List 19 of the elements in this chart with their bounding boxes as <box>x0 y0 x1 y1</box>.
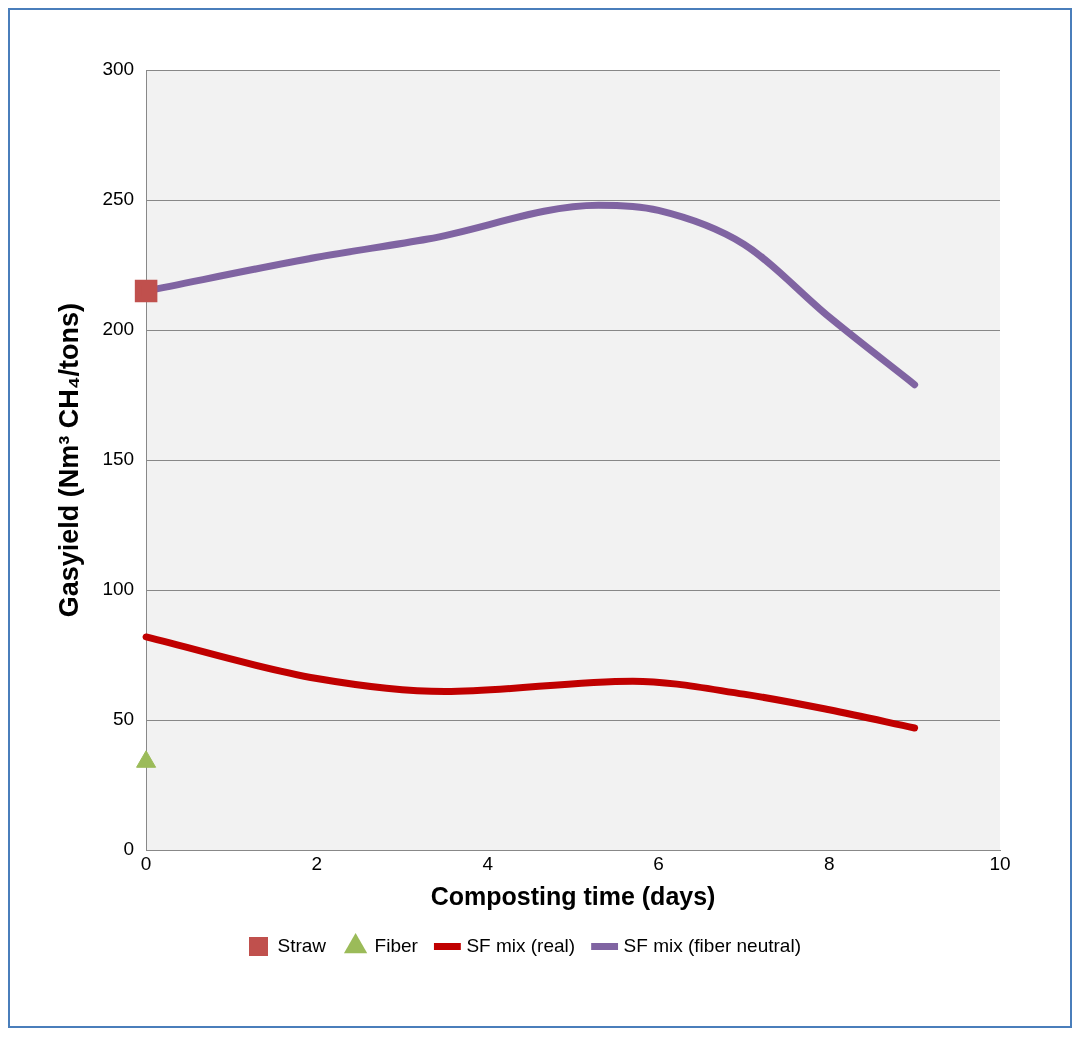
legend-label: SF mix (real) <box>466 934 576 956</box>
y-tick-label: 50 <box>112 708 135 730</box>
y-tick-label: 0 <box>123 838 135 860</box>
x-tick-label: 4 <box>482 852 494 874</box>
legend-label: SF mix (fiber neutral) <box>623 934 801 956</box>
y-tick-label: 250 <box>102 188 135 210</box>
x-tick-label: 10 <box>989 852 1011 874</box>
x-tick-label: 2 <box>311 852 323 874</box>
x-tick-label: 0 <box>140 852 152 874</box>
x-tick-label: 8 <box>823 852 835 874</box>
x-axis-title: Composting time (days) <box>430 881 716 910</box>
x-tick-label: 6 <box>653 852 664 874</box>
legend-label: Straw <box>277 934 327 956</box>
y-tick-label: 300 <box>102 58 135 80</box>
y-tick-label: 200 <box>102 318 135 340</box>
legend-label: Fiber <box>374 934 419 956</box>
y-tick-label: 150 <box>102 448 135 470</box>
y-axis-title: Gasyield (Nm³ CH₄/tons) <box>53 302 84 618</box>
y-tick-label: 100 <box>102 578 135 600</box>
